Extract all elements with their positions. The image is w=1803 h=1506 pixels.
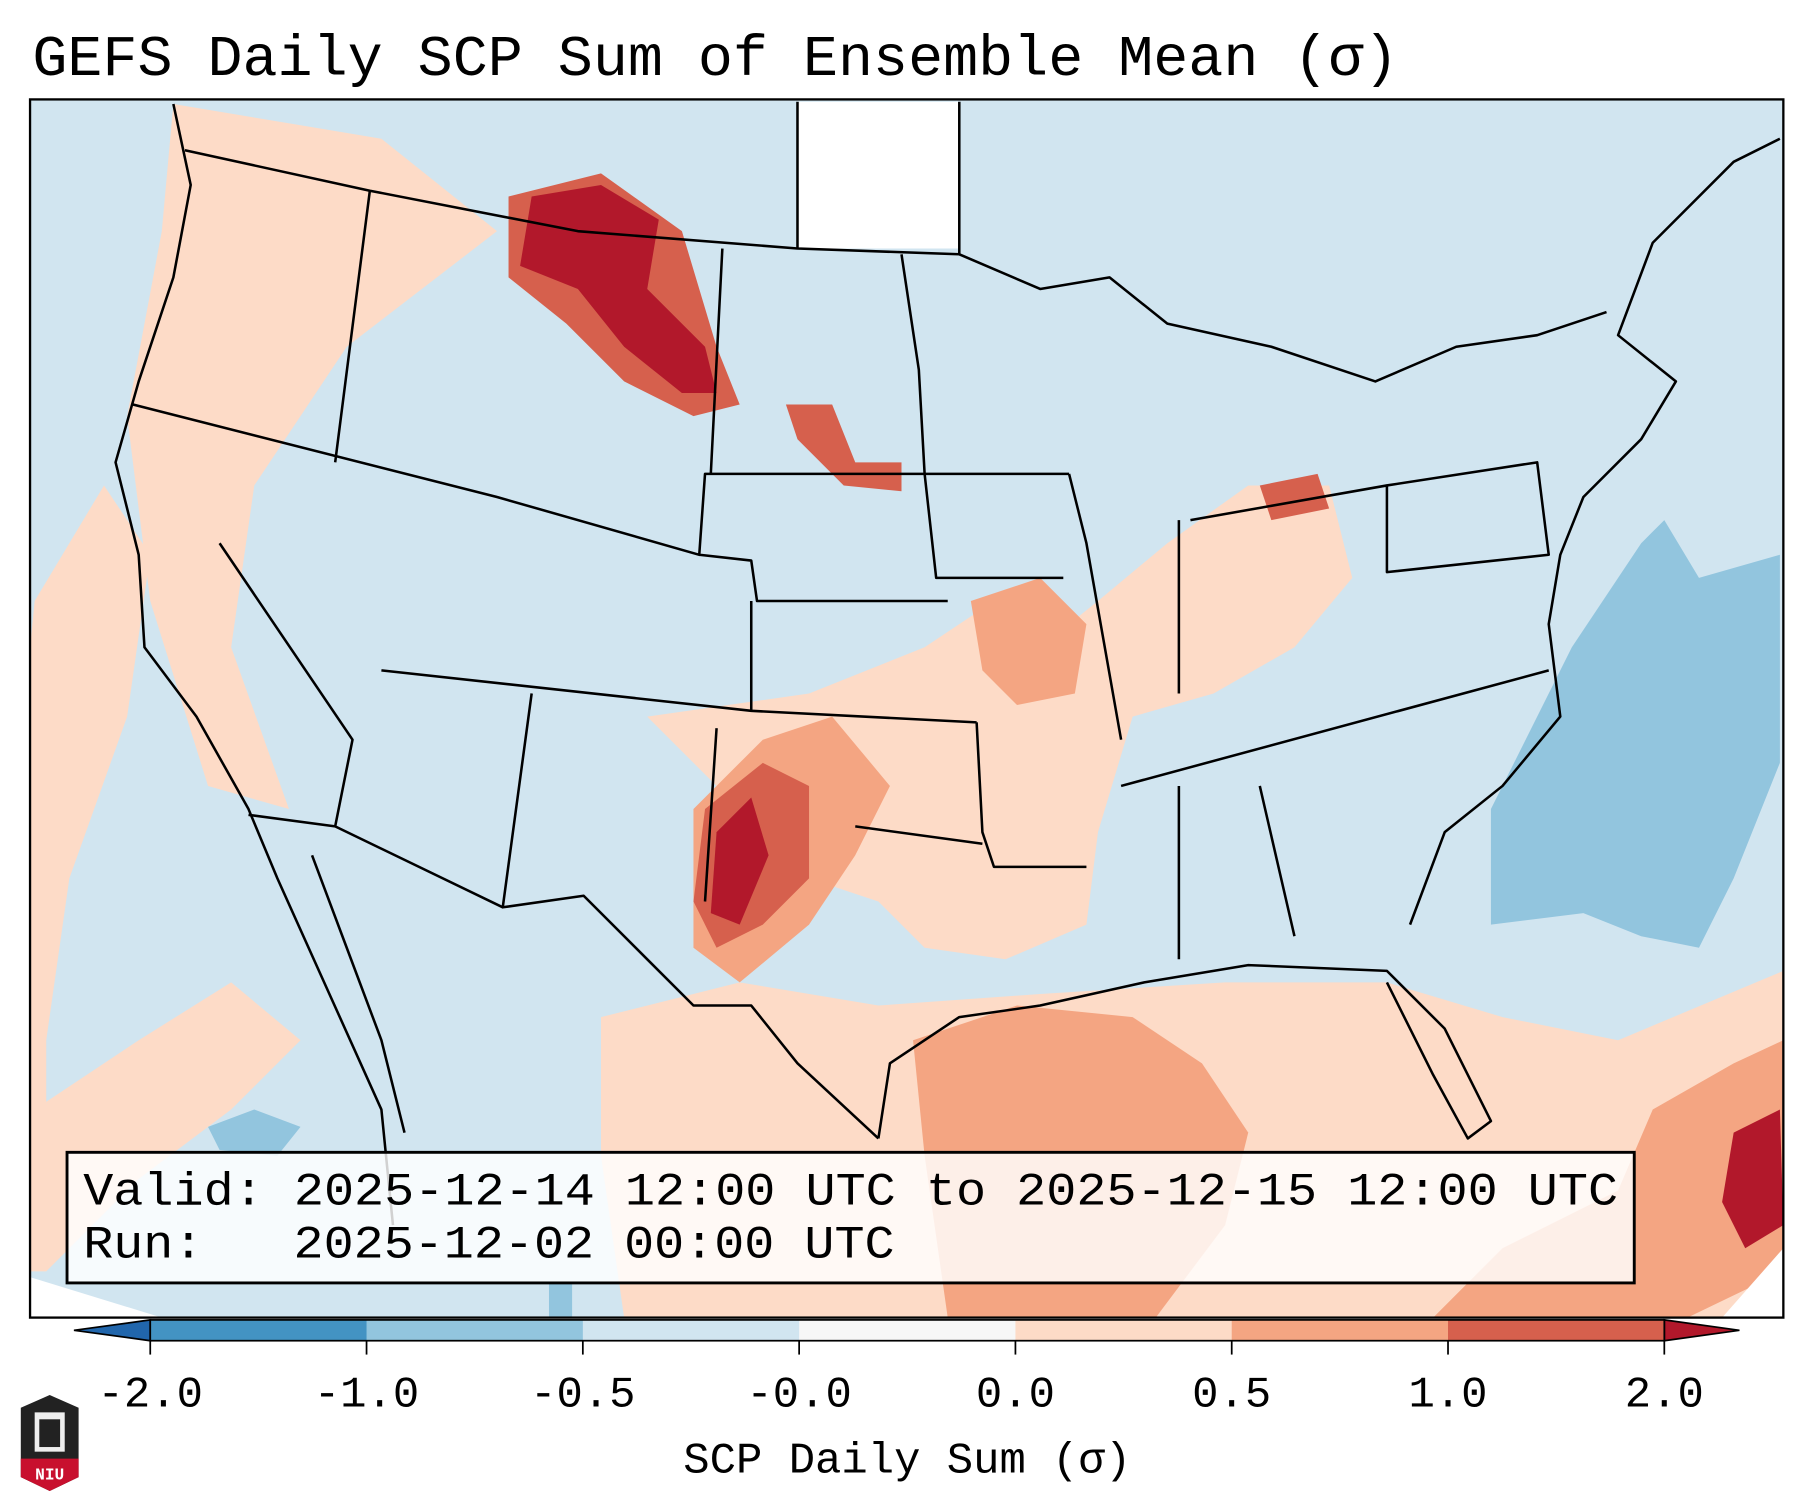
- field-blue-atlantic: [1490, 520, 1780, 948]
- colorbar-label: SCP Daily Sum (σ): [683, 1436, 1131, 1486]
- colorbar-outline: [149, 1319, 1666, 1342]
- field-outside-projection-left: [30, 1277, 162, 1318]
- colorbar-segment: [582, 1319, 800, 1341]
- field-light-salmon-west: [127, 104, 497, 810]
- logo-text: NIU: [35, 1466, 64, 1484]
- colorbar-tick-label: -0.5: [530, 1371, 635, 1421]
- colorbar: -2.0 -1.0 -0.5 -0.0 0.0 0.5 1.0 2.0: [73, 1318, 1740, 1421]
- colorbar-tick-label: 2.0: [1625, 1371, 1704, 1421]
- colorbar-tick-label: 0.0: [976, 1371, 1055, 1421]
- baja-coast: [310, 854, 406, 1133]
- run-time-text: Run: 2025-12-02 00:00 UTC: [83, 1219, 894, 1271]
- field-red-michigan: [1259, 473, 1330, 521]
- west-coastline: [114, 103, 395, 1226]
- field-salmon-midwest: [970, 577, 1087, 706]
- colorbar-under-extension: [73, 1318, 152, 1342]
- niu-logo: NIU: [20, 1395, 79, 1491]
- colorbar-over-extension: [1663, 1318, 1740, 1342]
- colorbar-tick-label: -2.0: [98, 1371, 203, 1421]
- field-blue-south: [548, 1282, 573, 1318]
- field-blue-pacific: [208, 1109, 301, 1156]
- colorbar-tick-label: -0.0: [746, 1371, 851, 1421]
- colorbar-segment: [1231, 1319, 1449, 1341]
- colorbar-segment: [150, 1319, 368, 1341]
- colorbar-tick-label: -1.0: [314, 1371, 419, 1421]
- field-dark-red-montana: [520, 184, 717, 393]
- colorbar-tick-label: 1.0: [1408, 1371, 1487, 1421]
- colorbar-tick-label: 0.5: [1192, 1371, 1271, 1421]
- colorbar-segment: [799, 1319, 1017, 1341]
- figure-title: GEFS Daily SCP Sum of Ensemble Mean (σ): [32, 28, 1398, 93]
- map-panel: [30, 99, 1784, 1318]
- field-white-region: [797, 101, 960, 249]
- colorbar-segment: [366, 1319, 584, 1341]
- mexico-border: [248, 813, 880, 1140]
- gulf-coastline: [877, 963, 1493, 1140]
- state-lines: [132, 101, 1551, 960]
- canada-border: [184, 149, 1607, 383]
- info-box: Valid: 2025-12-14 12:00 UTC to 2025-12-1…: [65, 1150, 1636, 1285]
- field-red-caribbean: [1722, 1109, 1784, 1249]
- colorbar-segment: [1015, 1319, 1233, 1341]
- valid-time-text: Valid: 2025-12-14 12:00 UTC to 2025-12-1…: [83, 1166, 1618, 1218]
- colorbar-segment: [1448, 1319, 1665, 1341]
- field-outside-projection-right: [1722, 1248, 1784, 1318]
- map-frame: [28, 98, 1785, 1319]
- field-red-nebraska: [785, 404, 902, 492]
- east-coastline: [1408, 137, 1781, 926]
- field-light-salmon-west-offshore: [30, 485, 151, 1249]
- field-dark-red-texas: [710, 797, 769, 925]
